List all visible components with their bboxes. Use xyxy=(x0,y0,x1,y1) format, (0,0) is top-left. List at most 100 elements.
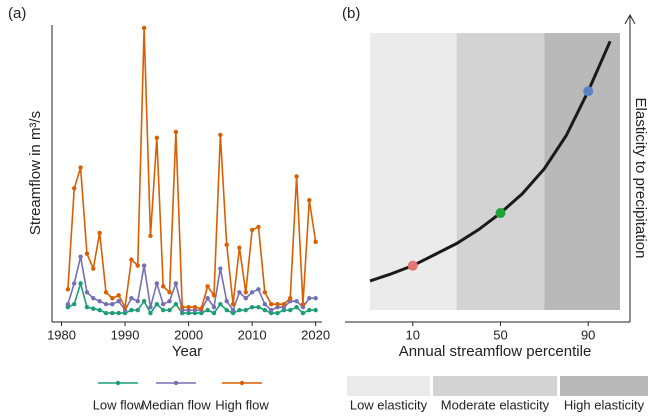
data-point xyxy=(103,290,109,295)
data-point xyxy=(91,296,96,301)
data-point xyxy=(72,281,77,286)
data-point xyxy=(97,230,102,236)
data-point xyxy=(211,310,217,316)
data-point xyxy=(224,242,229,247)
x-tick-label: 2000 xyxy=(174,327,203,342)
legend-swatch xyxy=(115,380,121,386)
data-point xyxy=(262,307,268,313)
data-point xyxy=(307,198,312,203)
data-point xyxy=(218,301,223,307)
data-point xyxy=(288,307,293,313)
data-point xyxy=(249,227,255,233)
data-point xyxy=(148,304,153,310)
data-point xyxy=(110,310,115,316)
data-point xyxy=(135,307,140,313)
data-point xyxy=(281,301,287,307)
data-point xyxy=(65,301,71,307)
data-point xyxy=(192,304,198,310)
x-tick-label: 2020 xyxy=(301,327,330,342)
panel-label: (b) xyxy=(342,5,360,22)
legend-swatch xyxy=(347,376,430,396)
x-tick-label: 90 xyxy=(581,327,595,342)
series-line xyxy=(67,27,317,310)
data-point xyxy=(262,290,268,295)
data-point xyxy=(173,281,179,286)
data-point xyxy=(97,307,102,313)
data-point xyxy=(268,307,274,313)
data-point xyxy=(167,290,172,295)
band xyxy=(544,33,620,310)
data-point xyxy=(256,304,261,310)
data-point xyxy=(313,296,318,301)
data-point xyxy=(205,284,210,289)
data-point xyxy=(167,299,172,304)
x-axis-label: Annual streamflow percentile xyxy=(399,343,592,360)
data-point xyxy=(154,281,160,286)
data-point xyxy=(84,251,90,256)
data-point xyxy=(218,132,223,138)
data-point xyxy=(300,301,306,307)
data-point xyxy=(154,301,160,307)
data-point xyxy=(262,301,268,307)
data-point xyxy=(180,304,185,310)
legend-label: Median flow xyxy=(141,397,211,412)
series-line xyxy=(67,256,316,312)
data-point xyxy=(224,299,229,304)
data-point xyxy=(243,307,248,313)
data-point xyxy=(72,186,77,191)
data-point xyxy=(237,245,242,250)
data-point xyxy=(84,290,90,295)
data-point xyxy=(78,281,83,286)
data-point xyxy=(243,290,248,295)
data-point xyxy=(173,129,179,135)
legend-label: High flow xyxy=(215,397,269,412)
data-point xyxy=(116,299,121,304)
data-point xyxy=(495,208,506,219)
data-point xyxy=(230,301,236,307)
data-point xyxy=(122,304,128,310)
data-point xyxy=(313,307,318,313)
data-point xyxy=(275,310,280,316)
legend-swatch xyxy=(173,380,179,386)
data-point xyxy=(275,301,280,307)
data-point xyxy=(288,296,293,301)
data-point xyxy=(135,263,140,268)
data-point xyxy=(135,299,140,304)
data-point xyxy=(141,25,147,31)
data-point xyxy=(110,301,115,307)
data-point xyxy=(103,310,109,316)
data-point xyxy=(141,299,147,304)
data-point xyxy=(230,307,236,313)
data-point xyxy=(199,306,204,311)
x-tick-label: 2010 xyxy=(238,327,267,342)
data-point xyxy=(91,266,96,271)
data-point xyxy=(237,307,242,313)
data-point xyxy=(129,307,134,313)
data-point xyxy=(313,239,318,245)
legend-label: Low flow xyxy=(93,397,144,412)
data-point xyxy=(211,304,217,310)
data-point xyxy=(65,287,71,292)
data-point xyxy=(205,296,210,301)
data-point xyxy=(256,224,261,230)
data-point xyxy=(129,296,134,301)
data-point xyxy=(84,304,90,310)
data-point xyxy=(243,296,248,301)
data-point xyxy=(256,287,261,292)
data-point xyxy=(148,233,153,239)
data-point xyxy=(249,290,255,295)
data-point xyxy=(91,306,96,311)
data-point xyxy=(154,135,160,141)
data-point xyxy=(173,301,179,307)
x-tick-label: 50 xyxy=(493,327,507,342)
data-point xyxy=(78,254,83,259)
panel-label: (a) xyxy=(8,5,26,22)
y-axis-label: Elasticity to precipitation xyxy=(632,98,649,259)
data-point xyxy=(307,296,312,301)
data-point xyxy=(300,310,306,316)
legend-swatch xyxy=(560,376,648,396)
data-point xyxy=(268,301,274,307)
legend-label: Moderate elasticity xyxy=(441,397,550,412)
data-point xyxy=(167,307,172,313)
x-tick-label: 1980 xyxy=(47,327,76,342)
